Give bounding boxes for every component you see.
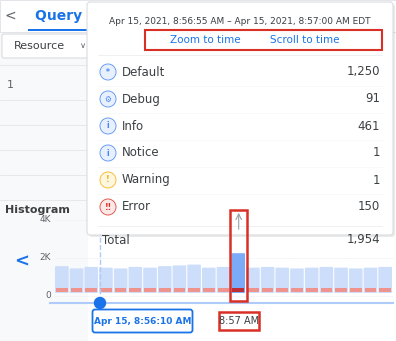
Text: ∨: ∨ — [80, 42, 86, 50]
FancyBboxPatch shape — [143, 268, 157, 293]
Circle shape — [100, 118, 116, 134]
Text: ⚙: ⚙ — [105, 94, 111, 104]
FancyBboxPatch shape — [55, 266, 69, 293]
Bar — [262, 288, 273, 292]
Text: 91: 91 — [365, 92, 380, 105]
FancyBboxPatch shape — [202, 268, 216, 293]
Text: Scroll to time: Scroll to time — [270, 35, 340, 45]
Text: 1: 1 — [6, 80, 13, 90]
Text: 1,250: 1,250 — [346, 65, 380, 78]
FancyBboxPatch shape — [158, 266, 171, 293]
FancyBboxPatch shape — [320, 267, 333, 293]
FancyBboxPatch shape — [87, 2, 393, 235]
FancyBboxPatch shape — [261, 267, 274, 293]
Text: Zoom to time: Zoom to time — [170, 35, 240, 45]
Text: 1,954: 1,954 — [346, 234, 380, 247]
Bar — [203, 288, 215, 292]
Text: 1: 1 — [373, 174, 380, 187]
Text: !!: !! — [105, 203, 112, 211]
Circle shape — [100, 172, 116, 188]
FancyBboxPatch shape — [231, 253, 245, 293]
Text: Apr 15, 2021, 8:56:55 AM – Apr 15, 2021, 8:57:00 AM EDT: Apr 15, 2021, 8:56:55 AM – Apr 15, 2021,… — [109, 17, 371, 27]
FancyBboxPatch shape — [114, 268, 128, 293]
Text: 0: 0 — [45, 292, 51, 300]
FancyBboxPatch shape — [128, 267, 142, 293]
Bar — [219, 312, 259, 330]
Bar — [379, 288, 391, 292]
Circle shape — [100, 145, 116, 161]
Bar — [188, 288, 200, 292]
Text: Total: Total — [102, 234, 130, 247]
Circle shape — [95, 297, 105, 309]
Text: Debug: Debug — [122, 92, 161, 105]
Bar — [173, 288, 185, 292]
FancyBboxPatch shape — [305, 268, 318, 293]
FancyBboxPatch shape — [364, 268, 377, 293]
Bar — [28, 29, 88, 31]
Text: 461: 461 — [358, 119, 380, 133]
FancyBboxPatch shape — [246, 268, 260, 293]
Bar — [247, 288, 259, 292]
Text: <: < — [4, 9, 16, 23]
Circle shape — [100, 91, 116, 107]
Bar — [0, 0, 88, 341]
Bar — [291, 288, 303, 292]
FancyBboxPatch shape — [70, 268, 84, 293]
Text: Notice: Notice — [122, 147, 160, 160]
Bar — [335, 288, 347, 292]
Text: i: i — [107, 148, 109, 158]
FancyBboxPatch shape — [334, 268, 348, 293]
FancyBboxPatch shape — [93, 310, 192, 332]
FancyBboxPatch shape — [290, 268, 304, 293]
Text: i: i — [107, 121, 109, 131]
Text: Histogram: Histogram — [5, 205, 70, 215]
FancyBboxPatch shape — [378, 267, 392, 293]
FancyBboxPatch shape — [173, 265, 186, 293]
Bar — [56, 288, 68, 292]
FancyBboxPatch shape — [99, 268, 113, 293]
Bar — [159, 288, 171, 292]
Text: 1: 1 — [373, 147, 380, 160]
FancyBboxPatch shape — [276, 268, 289, 293]
Bar — [145, 30, 382, 50]
Text: >: > — [381, 9, 393, 23]
Bar — [232, 288, 244, 292]
Bar — [86, 288, 97, 292]
FancyBboxPatch shape — [84, 267, 98, 293]
Bar — [0, 0, 396, 32]
Text: Query b: Query b — [35, 9, 97, 23]
FancyBboxPatch shape — [89, 4, 395, 237]
Bar — [320, 288, 332, 292]
Bar — [306, 288, 318, 292]
Text: 4K: 4K — [40, 216, 51, 224]
Bar — [230, 210, 247, 301]
Text: Info: Info — [122, 119, 144, 133]
Bar — [365, 288, 376, 292]
Bar — [129, 288, 141, 292]
Text: 150: 150 — [358, 201, 380, 213]
FancyBboxPatch shape — [187, 265, 201, 293]
Bar — [276, 288, 288, 292]
Text: Apr 15, 8:56:10 AM: Apr 15, 8:56:10 AM — [94, 316, 191, 326]
Text: 2K: 2K — [40, 253, 51, 263]
Bar — [71, 288, 82, 292]
FancyBboxPatch shape — [349, 268, 363, 293]
Bar — [218, 288, 229, 292]
Text: 8:57 AM: 8:57 AM — [219, 316, 259, 326]
Text: Default: Default — [122, 65, 166, 78]
Text: !: ! — [106, 176, 110, 184]
FancyBboxPatch shape — [2, 34, 90, 58]
Bar — [100, 288, 112, 292]
Circle shape — [100, 199, 116, 215]
Text: *: * — [106, 68, 110, 76]
Bar — [144, 288, 156, 292]
FancyBboxPatch shape — [217, 267, 230, 293]
Circle shape — [100, 64, 116, 80]
Bar — [350, 288, 362, 292]
Text: <: < — [15, 253, 29, 271]
Bar — [115, 288, 126, 292]
Text: Warning: Warning — [122, 174, 171, 187]
Text: Resource: Resource — [14, 41, 65, 51]
Text: Error: Error — [122, 201, 151, 213]
